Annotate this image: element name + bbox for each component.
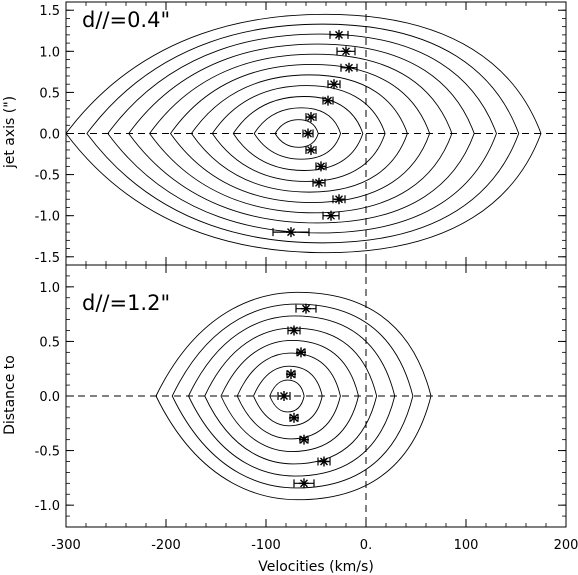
data-point [322, 95, 334, 106]
data-point [296, 347, 306, 358]
bottom-y-axis-label: Distance to [2, 355, 18, 435]
data-point [287, 325, 301, 336]
top-y-axis-label: jet axis (") [2, 96, 18, 169]
asterisk-marker [334, 29, 344, 40]
contour-line [236, 352, 341, 440]
y-tick-label: -1.0 [35, 499, 60, 514]
bottom-panel-reference-lines [66, 265, 566, 527]
y-tick-label: -1.0 [35, 210, 60, 225]
asterisk-marker [344, 62, 354, 73]
contour-line [204, 327, 378, 465]
top-panel-reference-lines [66, 2, 566, 265]
data-point [299, 434, 309, 445]
contour-line [253, 107, 342, 160]
y-tick-label: 1.0 [39, 281, 60, 296]
top-panel-data-points [272, 29, 358, 238]
asterisk-marker [286, 227, 296, 238]
asterisk-marker [329, 79, 339, 90]
bottom-panel: -1.0 -0.5 0.0 0.5 1.0 -300 -200 -100 0. 100 200 d/… [2, 264, 578, 575]
x-tick-label: -300 [51, 538, 81, 553]
asterisk-marker [299, 434, 309, 445]
contour-line [269, 379, 305, 413]
asterisk-marker [289, 412, 299, 423]
y-tick-label: 1.5 [39, 4, 60, 19]
y-tick-label: 0.0 [39, 128, 60, 143]
y-tick-label: 0.5 [39, 86, 60, 101]
data-point [332, 194, 346, 205]
data-point [317, 456, 331, 467]
x-tick-label: 200 [554, 538, 578, 553]
x-axis-label: Velocities (km/s) [258, 559, 374, 575]
contour-line [188, 315, 396, 477]
asterisk-marker [326, 210, 336, 221]
asterisk-marker [303, 128, 313, 139]
top-panel-contours [65, 13, 542, 254]
data-point [340, 62, 358, 73]
asterisk-marker [314, 177, 324, 188]
top-panel: -1.5 -1.0 -0.5 0.0 0.5 1.0 1.5 d//=0.4" jet ax… [2, 1, 567, 266]
asterisk-marker [296, 347, 306, 358]
data-point [272, 227, 310, 238]
data-point [293, 478, 315, 489]
contour-line [171, 303, 414, 489]
data-point [277, 391, 291, 401]
data-point [286, 369, 296, 380]
contour-line [211, 85, 386, 182]
data-point [295, 303, 317, 314]
x-tick-label: 100 [454, 538, 479, 553]
data-point [289, 412, 299, 423]
y-tick-label: 1.0 [39, 45, 60, 60]
y-tick-label: 0.5 [39, 335, 60, 350]
data-point [329, 29, 349, 40]
asterisk-marker [319, 456, 329, 467]
bottom-panel-ticks: -1.0 -0.5 0.0 0.5 1.0 -300 -200 -100 0. 100 200 [35, 264, 578, 553]
y-tick-label: 0.0 [39, 390, 60, 405]
top-panel-ticks: -1.5 -1.0 -0.5 0.0 0.5 1.0 1.5 [35, 1, 567, 266]
asterisk-marker [279, 391, 289, 401]
contour-line [86, 23, 520, 244]
x-tick-label: 0. [360, 538, 372, 553]
y-tick-label: -0.5 [35, 169, 60, 184]
bottom-panel-contours [155, 291, 432, 501]
asterisk-marker [323, 95, 333, 106]
top-panel-label: d//=0.4" [82, 8, 170, 32]
asterisk-marker [301, 303, 311, 314]
x-tick-label: -200 [151, 538, 181, 553]
asterisk-marker [306, 112, 316, 123]
y-tick-label: -0.5 [35, 445, 60, 460]
data-point [305, 112, 317, 123]
bottom-panel-data-points [277, 303, 331, 489]
data-point [315, 161, 327, 172]
asterisk-marker [334, 194, 344, 205]
asterisk-marker [286, 369, 296, 380]
contour-line [232, 96, 364, 171]
y-tick-label: -1.5 [35, 251, 60, 266]
asterisk-marker [341, 46, 351, 57]
bottom-panel-label: d//=1.2" [82, 291, 170, 315]
asterisk-marker [299, 478, 309, 489]
contour-line [107, 33, 497, 234]
data-point [327, 79, 341, 90]
asterisk-marker [306, 144, 316, 155]
x-tick-label: -100 [251, 538, 281, 553]
data-point [322, 210, 340, 221]
data-point [312, 177, 326, 188]
asterisk-marker [289, 325, 299, 336]
asterisk-marker [316, 161, 326, 172]
data-point [305, 144, 317, 155]
contour-line [155, 291, 432, 501]
data-point [336, 46, 356, 57]
data-point [302, 128, 314, 139]
